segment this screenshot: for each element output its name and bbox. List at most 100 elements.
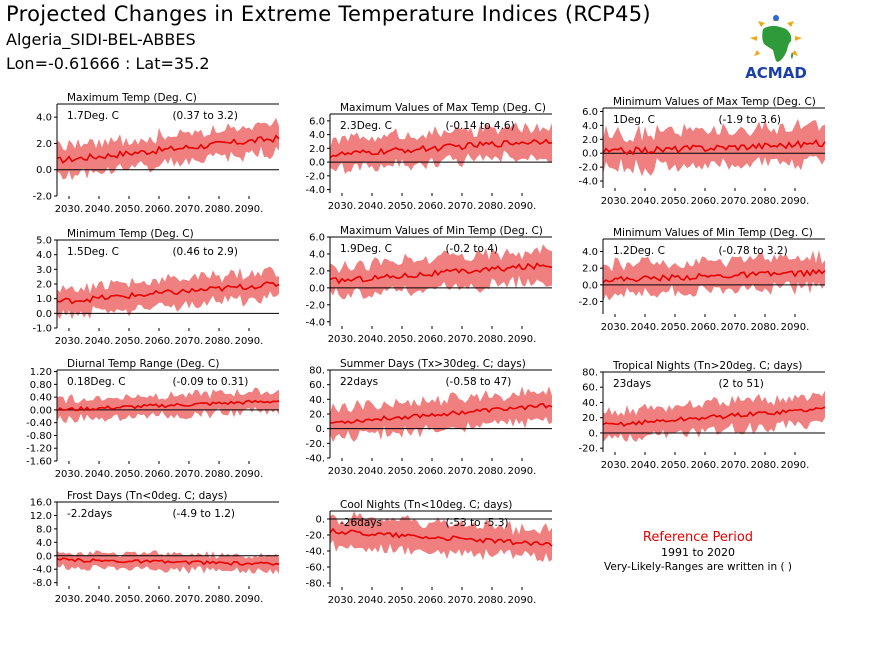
x-tick-label: 2090. bbox=[781, 196, 810, 207]
x-tick-label: 2040. bbox=[631, 196, 660, 207]
x-tick-label: 2030. bbox=[55, 594, 84, 605]
y-tick-label: 0.00 bbox=[30, 405, 52, 416]
y-tick-label: -1.20 bbox=[26, 444, 52, 455]
x-tick-label: 2080. bbox=[751, 196, 780, 207]
very-likely-range-band bbox=[330, 386, 552, 443]
panel-title: Summer Days (Tx>30deg. C; days) bbox=[340, 358, 526, 370]
x-tick-label: 2040. bbox=[358, 334, 387, 345]
x-tick-label: 2050. bbox=[115, 594, 144, 605]
x-tick-label: 2070. bbox=[448, 201, 477, 212]
y-tick-label: -4.0 bbox=[305, 317, 325, 328]
y-tick-label: 12.0 bbox=[30, 511, 52, 522]
panel-title: Frost Days (Tn<0deg. C; days) bbox=[67, 490, 227, 502]
median-line bbox=[602, 268, 826, 284]
x-tick-label: 2030. bbox=[55, 336, 84, 347]
y-tick-label: 0. bbox=[315, 424, 325, 435]
panel-title: Minimum Values of Max Temp (Deg. C) bbox=[613, 96, 816, 108]
y-tick-label: 20. bbox=[582, 413, 598, 424]
very-likely-range-band bbox=[330, 511, 552, 562]
x-tick-label: 2090. bbox=[508, 334, 537, 345]
y-tick-label: -20. bbox=[305, 531, 325, 542]
y-tick-label: 20. bbox=[309, 410, 325, 421]
y-tick-label: -80. bbox=[305, 579, 325, 590]
acmad-logo: ACMAD bbox=[736, 8, 816, 84]
y-tick-label: 2.0 bbox=[582, 264, 598, 275]
x-tick-label: 2040. bbox=[85, 469, 114, 480]
x-tick-label: 2070. bbox=[721, 322, 750, 333]
y-tick-label: -40. bbox=[305, 454, 325, 465]
median-change-value: 1.7Deg. C bbox=[67, 110, 119, 122]
panel-title: Minimum Values of Min Temp (Deg. C) bbox=[613, 227, 813, 239]
y-tick-label: -1.60 bbox=[26, 457, 52, 468]
very-likely-range-band bbox=[603, 390, 825, 443]
panel-title: Tropical Nights (Tn>20deg. C; days) bbox=[612, 360, 802, 372]
y-tick-label: 8.0 bbox=[36, 524, 52, 535]
x-tick-label: 2080. bbox=[751, 322, 780, 333]
x-tick-label: 2030. bbox=[328, 595, 357, 606]
x-tick-label: 2070. bbox=[448, 466, 477, 477]
x-tick-label: 2060. bbox=[418, 334, 447, 345]
y-tick-label: 4.0 bbox=[309, 249, 325, 260]
very-likely-range: (0.37 to 3.2) bbox=[172, 110, 238, 122]
very-likely-range-band bbox=[603, 118, 825, 177]
x-tick-label: 2090. bbox=[781, 460, 810, 471]
y-tick-label: -20. bbox=[305, 439, 325, 450]
x-tick-label: 2030. bbox=[55, 469, 84, 480]
x-tick-label: 2050. bbox=[388, 334, 417, 345]
y-tick-label: -1.0 bbox=[32, 324, 52, 335]
panel-title: Minimum Temp (Deg. C) bbox=[67, 228, 194, 240]
x-tick-label: 2050. bbox=[661, 322, 690, 333]
median-change-value: 22days bbox=[340, 376, 378, 388]
panel-title: Maximum Temp (Deg. C) bbox=[67, 92, 197, 104]
y-tick-label: 60. bbox=[309, 380, 325, 391]
x-tick-label: 2060. bbox=[145, 204, 174, 215]
x-tick-label: 2080. bbox=[478, 201, 507, 212]
x-tick-label: 2050. bbox=[661, 460, 690, 471]
x-tick-label: 2070. bbox=[175, 204, 204, 215]
very-likely-range: (-0.58 to 47) bbox=[445, 376, 511, 388]
x-tick-label: 2050. bbox=[115, 204, 144, 215]
x-tick-label: 2070. bbox=[721, 196, 750, 207]
median-change-value: 1.9Deg. C bbox=[340, 243, 392, 255]
median-line bbox=[602, 406, 826, 427]
y-tick-label: 0. bbox=[315, 515, 325, 526]
y-tick-label: 0.0 bbox=[309, 283, 325, 294]
y-tick-label: 2.0 bbox=[36, 139, 52, 150]
y-tick-label: 6.0 bbox=[309, 116, 325, 127]
y-tick-label: 0.0 bbox=[36, 309, 52, 320]
y-tick-label: 60. bbox=[582, 383, 598, 394]
x-tick-label: 2080. bbox=[205, 336, 234, 347]
x-tick-label: 2030. bbox=[328, 201, 357, 212]
y-tick-label: -4.0 bbox=[578, 177, 598, 188]
panel-title: Cool Nights (Tn<10deg. C; days) bbox=[340, 499, 512, 511]
y-tick-label: 0.0 bbox=[582, 280, 598, 291]
y-tick-label: 4.0 bbox=[36, 250, 52, 261]
y-tick-label: 80. bbox=[582, 368, 598, 379]
very-likely-range: (2 to 51) bbox=[718, 378, 763, 390]
median-line bbox=[56, 557, 280, 566]
chart-panel: 80.60.40.20.0.-20.2030. 2040. 2050. 2060. 20… bbox=[578, 360, 826, 471]
median-change-value: -26days bbox=[340, 517, 382, 529]
x-tick-label: 2060. bbox=[145, 469, 174, 480]
chart-panel: 1.20 0.80 0.400.00 -0.40 -0.80 -1.20 -1.602030… bbox=[26, 358, 280, 480]
median-change-value: 23days bbox=[613, 378, 651, 390]
x-tick-label: 2030. bbox=[55, 204, 84, 215]
x-tick-label: 2090. bbox=[508, 595, 537, 606]
x-tick-label: 2060. bbox=[418, 466, 447, 477]
x-tick-label: 2070. bbox=[175, 594, 204, 605]
x-tick-label: 2050. bbox=[115, 336, 144, 347]
y-tick-label: 3.0 bbox=[36, 265, 52, 276]
y-tick-label: -0.40 bbox=[26, 418, 52, 429]
very-likely-range: (-0.14 to 4.6) bbox=[445, 120, 514, 132]
y-tick-label: 0.0 bbox=[36, 551, 52, 562]
x-tick-label: 2040. bbox=[631, 322, 660, 333]
x-tick-label: 2030. bbox=[328, 334, 357, 345]
y-tick-label: 40. bbox=[309, 395, 325, 406]
x-tick-label: 2090. bbox=[508, 201, 537, 212]
y-tick-label: -40. bbox=[305, 547, 325, 558]
x-tick-label: 2060. bbox=[691, 322, 720, 333]
y-tick-label: 6.0 bbox=[582, 107, 598, 118]
